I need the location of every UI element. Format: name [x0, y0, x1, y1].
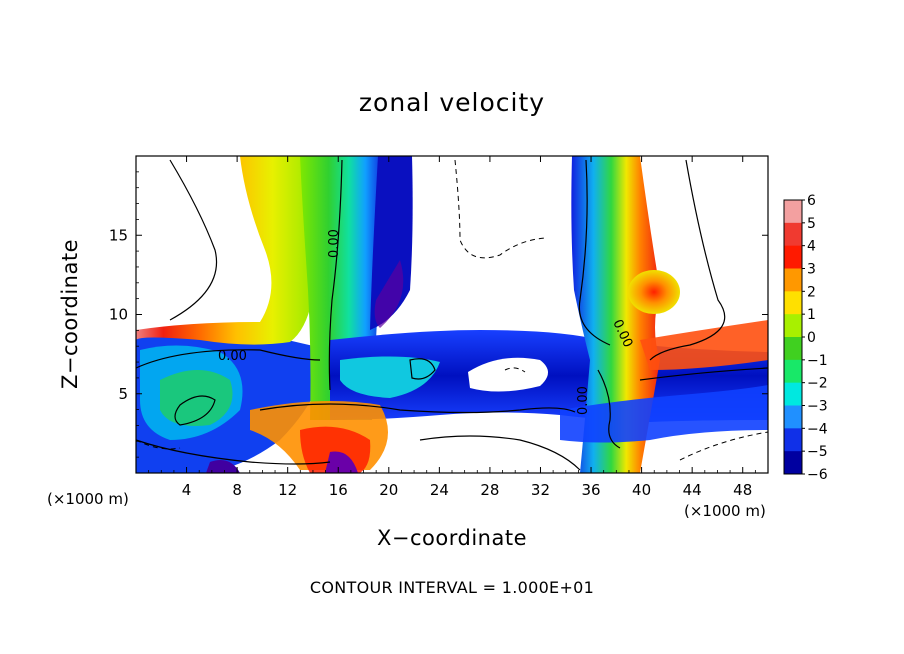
x-tick-label: 48 [733, 481, 752, 499]
colorbar-label: −6 [807, 467, 828, 483]
colorbar-segment [784, 405, 802, 429]
colorbar-label: −4 [807, 421, 828, 437]
colorbar-label: 3 [807, 262, 816, 278]
y-axis: 5 10 15 [109, 171, 768, 458]
colorbar-label: −2 [807, 376, 828, 392]
contour-line-dashed [504, 367, 526, 373]
x-tick-label: 12 [278, 481, 297, 499]
contour-line [328, 159, 343, 391]
colorbar-label: 5 [807, 216, 816, 232]
colorbar-segment [784, 451, 802, 475]
colorbar-segment [784, 337, 802, 361]
x-unit-label-right: (×1000 m) [684, 502, 766, 520]
colorbar-label: 1 [807, 307, 816, 323]
colorbar-label: 0 [807, 330, 816, 346]
contour-line [639, 367, 769, 381]
contour-line [174, 395, 216, 426]
contour-line-dashed [454, 159, 546, 259]
x-tick-label: 24 [430, 481, 449, 499]
colorbar-label: −5 [807, 444, 828, 460]
contour-line [649, 159, 726, 361]
x-tick-label: 28 [480, 481, 499, 499]
x-tick-label: 8 [232, 481, 242, 499]
chart-title: zonal velocity [358, 88, 546, 117]
y-tick-label: 10 [109, 306, 128, 324]
x-unit-label-left: (×1000 m) [47, 490, 129, 508]
x-axis-label: X−coordinate [377, 526, 527, 550]
colorbar-segment [784, 222, 802, 247]
x-tick-label: 4 [182, 481, 192, 499]
colorbar-label: 2 [807, 284, 816, 300]
contour-line [135, 439, 331, 465]
contour-line [169, 159, 217, 321]
colorbar-segment [784, 428, 802, 452]
contour-line-dashed [679, 431, 769, 461]
contour-label: 0.00 [576, 386, 591, 415]
colorbar-label: −3 [807, 399, 828, 415]
contour-line [419, 435, 581, 471]
contour-line [578, 159, 611, 346]
y-axis-label: Z−coordinate [58, 239, 82, 389]
colorbar-label: 6 [807, 193, 816, 209]
colorbar-label: −1 [807, 353, 828, 369]
x-tick-label: 36 [581, 481, 600, 499]
x-tick-label: 20 [379, 481, 398, 499]
contour-line-dashed [135, 439, 181, 450]
colorbar-segment [784, 200, 802, 224]
contour-lines [135, 159, 769, 471]
contour-label: 0.00 [327, 229, 342, 258]
x-tick-label: 32 [531, 481, 550, 499]
colorbar-segment [784, 314, 802, 338]
colorbar: 6 5 4 3 2 1 0 −1 −2 −3 −4 −5 −6 [783, 193, 828, 483]
contour-line [259, 403, 576, 414]
colorbar-segment [784, 245, 802, 269]
x-axis: 4 8 12 16 20 24 28 32 36 40 44 48 [148, 156, 756, 499]
colorbar-segment [784, 382, 802, 406]
contour-line [135, 349, 321, 369]
x-tick-label: 16 [329, 481, 348, 499]
contour-label: 0.00 [218, 349, 247, 364]
colorbar-segment [784, 291, 802, 315]
colorbar-segment [784, 359, 802, 384]
negative-contours [135, 159, 769, 461]
contour-line [597, 369, 621, 449]
contour-line [409, 358, 436, 380]
velocity-field [136, 156, 768, 473]
contour-interval-text: CONTOUR INTERVAL = 1.000E+01 [309, 578, 595, 597]
colorbar-segment [784, 268, 802, 292]
x-tick-label: 44 [683, 481, 702, 499]
x-tick-label: 40 [632, 481, 651, 499]
y-tick-label: 15 [109, 226, 128, 244]
y-tick-label: 5 [118, 385, 128, 403]
colorbar-label: 4 [807, 239, 816, 255]
